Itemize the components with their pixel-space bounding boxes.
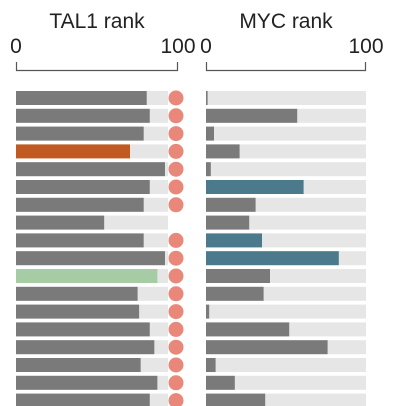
tal1-marker-dot	[168, 161, 184, 177]
myc-bar	[206, 108, 298, 123]
myc-bar-track	[206, 375, 366, 390]
tal1-bar	[16, 197, 144, 212]
tal1-bar	[16, 304, 140, 319]
tal1-bar	[16, 358, 141, 372]
tal1-marker-dot	[168, 179, 184, 195]
myc-bar	[206, 358, 216, 372]
tal1-axis	[15, 62, 179, 72]
tal1-bar	[16, 162, 165, 177]
tal1-marker-dot	[168, 126, 184, 142]
myc-bars	[206, 91, 366, 406]
myc-bar	[206, 144, 240, 159]
myc-bar	[206, 393, 266, 406]
tal1-bar	[16, 269, 158, 283]
tal1-bar	[16, 322, 150, 337]
myc-bar	[206, 215, 250, 230]
myc-bar-track	[206, 126, 366, 141]
tal1-bar	[16, 215, 105, 230]
myc-bar	[206, 286, 264, 301]
tal1-bar	[16, 126, 144, 141]
tal1-bar	[16, 91, 147, 105]
tal1-bar	[16, 286, 138, 301]
myc-bar-track	[206, 358, 366, 372]
tal1-bar	[16, 375, 158, 390]
myc-bar	[206, 233, 262, 248]
myc-tick-max: 100	[348, 35, 383, 58]
tal1-marker-dot	[168, 393, 184, 406]
tal1-tick-min: 0	[10, 35, 22, 58]
tal1-marker-dot	[168, 321, 184, 337]
tal1-marker-dot	[168, 108, 184, 124]
tal1-marker-dot	[168, 90, 184, 106]
tal1-bars	[16, 90, 184, 406]
tal1-bar	[16, 251, 165, 266]
tal1-marker-dot	[168, 304, 184, 320]
myc-bar	[206, 197, 256, 212]
tal1-bar	[16, 233, 144, 248]
myc-axis	[205, 62, 367, 72]
tal1-marker-dot	[168, 375, 184, 391]
myc-bar-track	[206, 304, 366, 319]
tal1-bar	[16, 180, 150, 194]
tal1-bar	[16, 340, 155, 355]
tal1-marker-dot	[168, 268, 184, 284]
myc-bar	[206, 269, 270, 283]
tal1-marker-dot	[168, 197, 184, 213]
tal1-panel-title: TAL1 rank	[49, 10, 145, 33]
tal1-marker-dot	[168, 143, 184, 159]
myc-bar	[206, 251, 339, 266]
tal1-marker-dot	[168, 357, 184, 373]
myc-tick-min: 0	[200, 35, 212, 58]
tal1-marker-dot	[168, 232, 184, 248]
tal1-marker-dot	[168, 286, 184, 302]
myc-bar	[206, 322, 290, 337]
myc-bar	[206, 180, 304, 194]
myc-bar	[206, 162, 211, 177]
myc-bar	[206, 126, 214, 141]
myc-panel-title: MYC rank	[239, 10, 333, 33]
tal1-bar	[16, 108, 150, 123]
myc-bar-track	[206, 162, 366, 177]
tal1-bar	[16, 144, 130, 159]
myc-bar	[206, 340, 328, 355]
myc-bar-track	[206, 144, 366, 159]
tal1-tick-max: 100	[160, 35, 195, 58]
myc-bar	[206, 304, 210, 319]
myc-bar	[206, 91, 208, 105]
myc-bar	[206, 375, 235, 390]
tal1-marker-dot	[168, 339, 184, 355]
tal1-bar	[16, 393, 150, 406]
myc-bar-track	[206, 91, 366, 105]
tal1-marker-dot	[168, 250, 184, 266]
